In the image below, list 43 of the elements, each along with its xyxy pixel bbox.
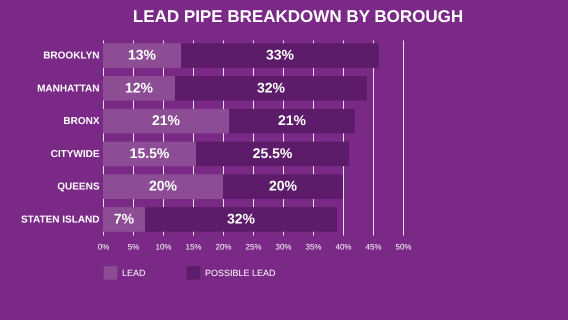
y-tick-label: CITYWIDE — [50, 148, 100, 160]
data-label: 20% — [268, 178, 298, 194]
data-label: 21% — [152, 112, 181, 128]
bar — [181, 43, 379, 68]
x-tick-label: 20% — [215, 242, 232, 252]
data-label: 21% — [278, 112, 307, 128]
x-tick-label: 0% — [98, 242, 110, 252]
data-label: 32% — [256, 79, 286, 96]
x-tick-label: 10% — [155, 242, 172, 252]
x-tick-label: 35% — [305, 242, 322, 252]
x-tick-label: 5% — [128, 242, 140, 252]
data-label: 15.5% — [130, 144, 170, 161]
data-label: 32% — [226, 210, 256, 226]
x-tick-label: 50% — [395, 242, 412, 252]
data-label: 13% — [128, 46, 157, 63]
data-label: 25.5% — [252, 144, 293, 161]
data-label: 33% — [266, 46, 295, 63]
x-tick-label: 15% — [185, 242, 202, 252]
chart-title: LEAD PIPE BREAKDOWN BY BOROUGH — [132, 7, 464, 26]
data-label: 7% — [114, 210, 135, 226]
x-tick-label: 40% — [335, 242, 352, 252]
legend-label: LEAD — [122, 268, 146, 278]
x-tick-label: 25% — [245, 242, 262, 252]
bar — [103, 174, 223, 199]
bar — [145, 207, 337, 232]
y-tick-label: QUEENS — [57, 182, 100, 193]
y-tick-label: STATEN ISLAND — [20, 214, 100, 226]
legend-label: POSSIBLE LEAD — [205, 268, 276, 278]
bar — [223, 174, 343, 199]
bar — [103, 108, 229, 134]
y-tick-label: BRONX — [63, 116, 100, 128]
data-label: 12% — [124, 79, 154, 96]
x-tick-label: 45% — [365, 242, 382, 252]
bar — [103, 43, 181, 68]
bar — [103, 76, 175, 101]
y-tick-label: MANHATTAN — [37, 83, 100, 94]
bar — [196, 142, 349, 166]
bar — [103, 142, 196, 166]
bar — [175, 76, 367, 101]
x-tick-label: 30% — [275, 242, 292, 252]
y-tick-label: BROOKLYN — [43, 50, 100, 62]
bar — [229, 108, 355, 134]
data-label: 20% — [148, 178, 178, 194]
